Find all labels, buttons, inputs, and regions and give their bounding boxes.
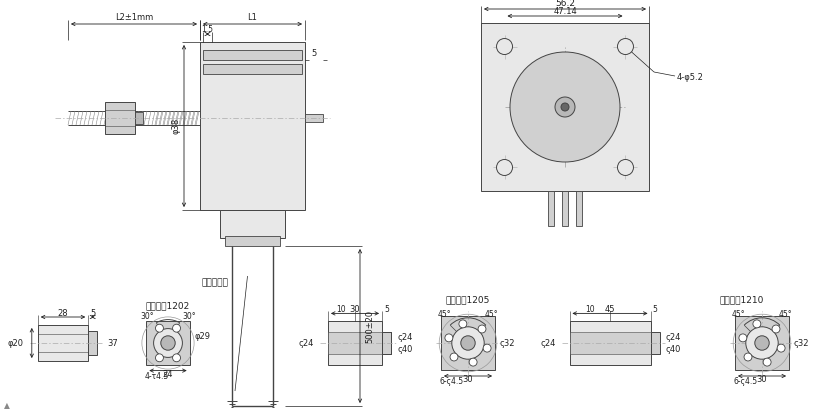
Text: 45°: 45°	[732, 310, 746, 319]
Text: 45°: 45°	[779, 310, 792, 319]
Bar	[569, 332, 650, 354]
Text: 45: 45	[605, 305, 615, 314]
Text: 30°: 30°	[141, 312, 154, 321]
Bar	[135, 112, 143, 124]
Text: 30: 30	[757, 375, 767, 385]
Text: 5: 5	[384, 305, 389, 314]
Text: L1: L1	[248, 13, 258, 23]
Text: φ29: φ29	[195, 332, 210, 341]
Text: 滚珠螺母1202: 滚珠螺母1202	[146, 301, 190, 310]
Circle shape	[161, 336, 175, 350]
Circle shape	[510, 52, 620, 162]
Circle shape	[450, 353, 458, 361]
Text: 1.5: 1.5	[201, 25, 213, 33]
Circle shape	[155, 324, 164, 332]
Circle shape	[746, 327, 778, 359]
Text: 4-τ4.5: 4-τ4.5	[145, 372, 169, 381]
Bar	[562, 191, 568, 226]
Text: 24: 24	[163, 370, 173, 379]
Circle shape	[497, 160, 513, 176]
Circle shape	[744, 353, 752, 361]
Bar	[203, 50, 302, 60]
Circle shape	[173, 354, 181, 362]
Text: 30°: 30°	[182, 312, 196, 321]
Text: 45°: 45°	[438, 310, 452, 319]
Circle shape	[452, 327, 484, 359]
Bar	[200, 42, 305, 210]
Circle shape	[618, 38, 633, 54]
Bar	[105, 102, 135, 134]
Text: 5: 5	[653, 305, 658, 314]
Text: 6-ς4.5: 6-ς4.5	[733, 377, 757, 387]
Circle shape	[459, 320, 467, 328]
Text: ς24: ς24	[299, 339, 314, 347]
Circle shape	[777, 344, 785, 352]
Text: 37: 37	[107, 339, 118, 347]
Text: 28: 28	[58, 308, 69, 318]
Bar	[548, 191, 554, 226]
Bar	[382, 332, 391, 354]
Text: ▲: ▲	[4, 401, 10, 410]
Bar	[328, 332, 382, 354]
Text: ς40: ς40	[397, 346, 412, 354]
Text: ς40: ς40	[666, 346, 681, 354]
Circle shape	[739, 334, 747, 342]
Text: L2±1mm: L2±1mm	[115, 13, 153, 23]
Text: 47.14: 47.14	[553, 8, 577, 16]
Bar	[650, 332, 659, 354]
Circle shape	[155, 354, 164, 362]
Circle shape	[561, 103, 569, 111]
Circle shape	[483, 344, 491, 352]
Text: ς24: ς24	[397, 334, 412, 342]
Circle shape	[753, 320, 761, 328]
Circle shape	[772, 325, 780, 333]
Text: 45°: 45°	[484, 310, 498, 319]
Bar	[576, 191, 582, 226]
Text: ς32: ς32	[794, 339, 810, 347]
Text: 滚珠螺母1205: 滚珠螺母1205	[446, 296, 490, 304]
Text: 滚珠螺母1210: 滚珠螺母1210	[720, 296, 764, 304]
Text: 5: 5	[90, 308, 96, 318]
Bar	[305, 114, 323, 122]
Circle shape	[154, 329, 182, 357]
Text: 6-ς4.5: 6-ς4.5	[439, 377, 463, 387]
Circle shape	[470, 358, 477, 366]
Text: φ20: φ20	[8, 339, 24, 347]
Text: ς24: ς24	[540, 339, 555, 347]
Circle shape	[497, 38, 513, 54]
Text: 30: 30	[349, 305, 360, 314]
Text: 30: 30	[463, 375, 474, 385]
Circle shape	[173, 324, 181, 332]
Text: ς24: ς24	[666, 334, 681, 342]
Bar	[441, 316, 495, 370]
Text: 高柔电羆线: 高柔电羆线	[201, 278, 228, 287]
Circle shape	[618, 160, 633, 176]
Circle shape	[555, 97, 575, 117]
Bar	[203, 64, 302, 74]
Text: 10: 10	[585, 305, 595, 314]
Bar	[481, 23, 649, 191]
Bar	[38, 325, 88, 361]
Circle shape	[461, 336, 475, 350]
Bar	[328, 321, 382, 364]
Bar	[735, 316, 789, 370]
Text: 56.2: 56.2	[555, 0, 575, 8]
Circle shape	[445, 334, 453, 342]
Bar	[88, 331, 97, 355]
Text: 10: 10	[337, 305, 346, 314]
Bar	[225, 236, 280, 246]
Bar	[220, 210, 285, 238]
Text: 500±20: 500±20	[366, 309, 375, 343]
Text: 5: 5	[312, 49, 317, 59]
Bar	[382, 332, 391, 354]
Bar	[569, 321, 650, 364]
Circle shape	[478, 325, 486, 333]
Bar	[146, 321, 190, 364]
Circle shape	[755, 336, 769, 350]
Text: ς32: ς32	[500, 339, 515, 347]
Text: φ38: φ38	[172, 118, 181, 134]
Text: 4-φ5.2: 4-φ5.2	[677, 72, 703, 82]
Circle shape	[763, 358, 771, 366]
